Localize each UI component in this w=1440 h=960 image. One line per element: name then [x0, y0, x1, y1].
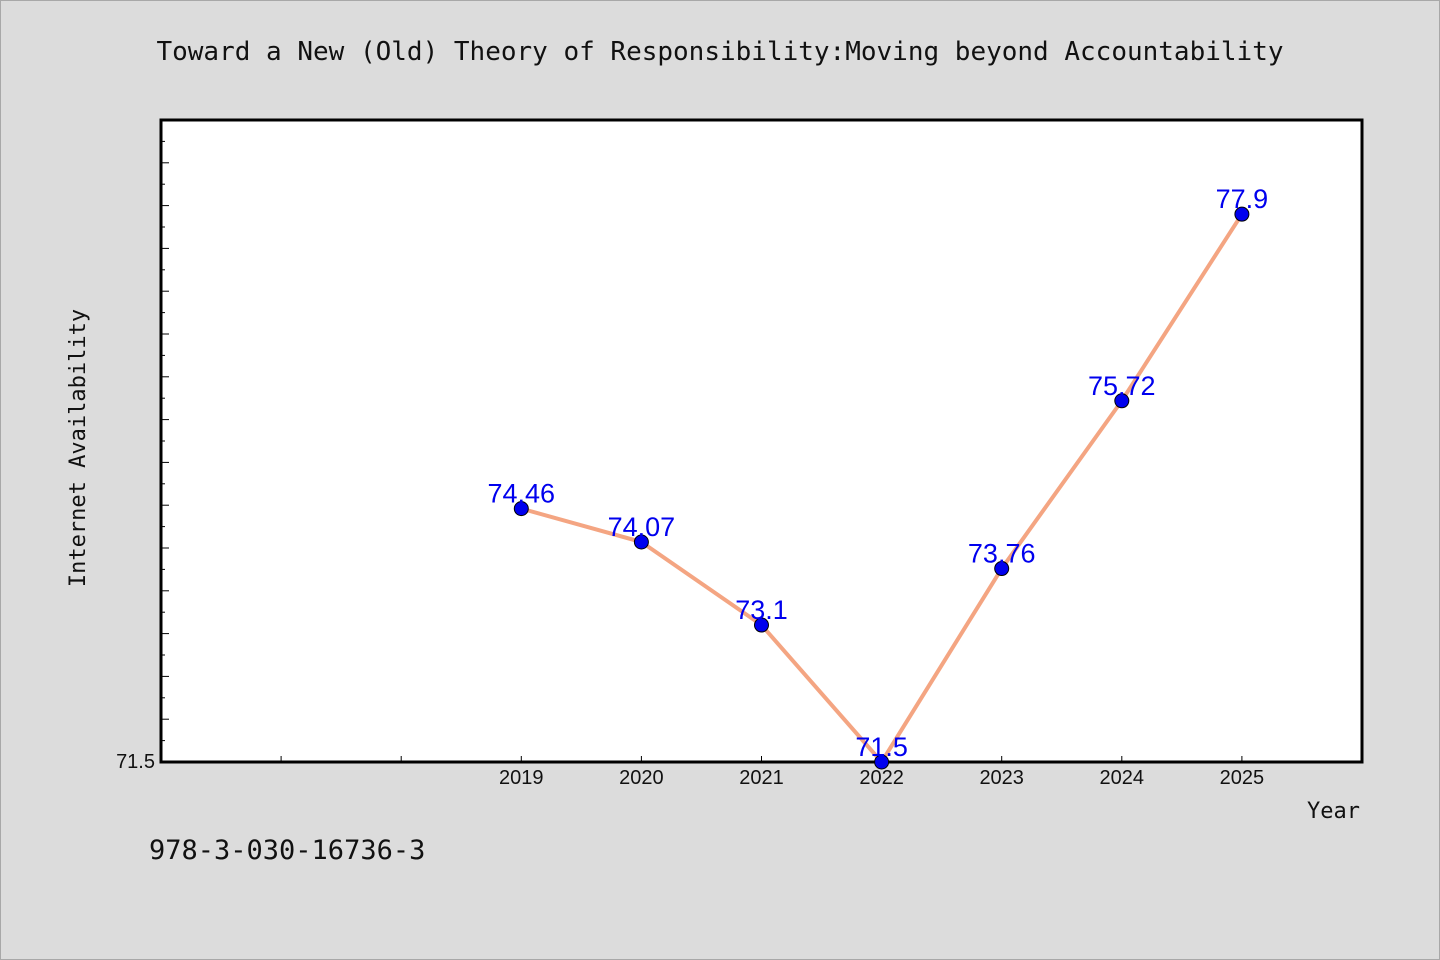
- x-tick-label: 2023: [979, 767, 1024, 789]
- x-tick-label: 2022: [859, 767, 904, 789]
- y-axis-title: Internet Availability: [66, 309, 91, 587]
- data-label: 74.07: [608, 512, 676, 542]
- data-point: [1234, 206, 1250, 222]
- markers-group: [513, 206, 1250, 770]
- x-tick-label: 2024: [1100, 767, 1145, 789]
- plot-area: [159, 118, 1364, 764]
- data-label: 73.76: [968, 539, 1036, 569]
- data-point: [994, 561, 1010, 577]
- x-tick-label: 2025: [1220, 767, 1265, 789]
- footer-code: 978-3-030-16736-3: [149, 835, 426, 866]
- data-point: [513, 501, 529, 517]
- y-tick-label: 71.5: [116, 751, 155, 773]
- chart-title: Toward a New (Old) Theory of Responsibil…: [156, 37, 1284, 67]
- data-label: 77.9: [1216, 184, 1269, 214]
- x-tick-labels: 2019 2020 2021 2022 2023 2024 2025: [499, 767, 1264, 789]
- data-point: [633, 534, 649, 550]
- y-axis-ticks: [161, 119, 169, 763]
- data-label: 73.1: [735, 595, 788, 625]
- x-axis-title: Year: [1307, 799, 1360, 824]
- x-tick-label: 2021: [739, 767, 784, 789]
- data-label: 75.72: [1088, 371, 1156, 401]
- data-label: 74.46: [488, 479, 556, 509]
- data-point: [1114, 393, 1130, 409]
- data-point: [754, 617, 769, 633]
- data-labels-group: 74.46 74.07 73.1 71.5 73.76 75.72 77.9: [488, 184, 1269, 762]
- data-point: [874, 754, 890, 770]
- x-tick-label: 2019: [499, 767, 544, 789]
- x-tick-label: 2020: [619, 767, 664, 789]
- data-label: 71.5: [855, 732, 908, 762]
